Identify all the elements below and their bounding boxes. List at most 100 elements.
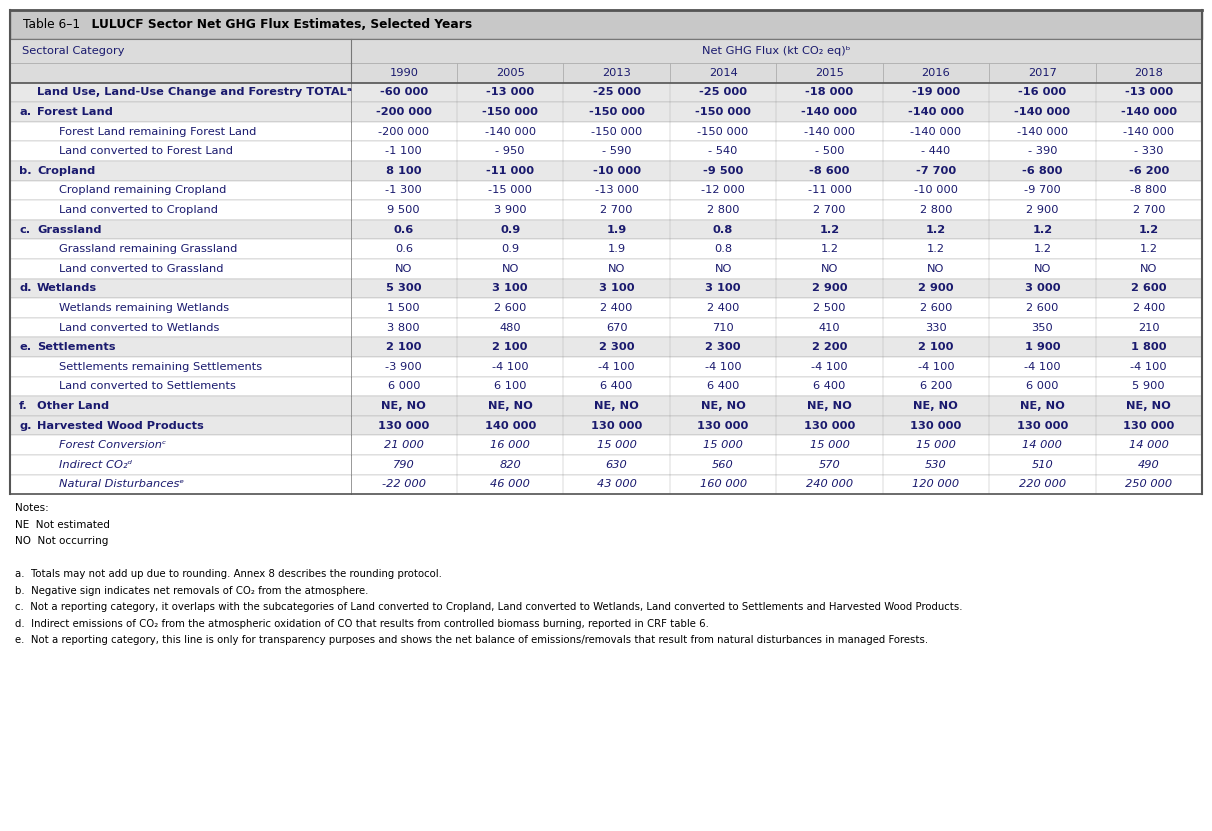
Bar [10, 455, 1202, 475]
Text: -13 000: -13 000 [595, 185, 639, 195]
Text: -4 100: -4 100 [704, 361, 742, 371]
Text: -4 100: -4 100 [599, 361, 635, 371]
Text: b.  Negative sign indicates net removals of CO₂ from the atmosphere.: b. Negative sign indicates net removals … [15, 586, 368, 596]
Text: 130 000: 130 000 [1124, 420, 1174, 430]
Text: 2017: 2017 [1028, 68, 1057, 78]
Text: -140 000: -140 000 [485, 126, 536, 136]
Text: -4 100: -4 100 [917, 361, 954, 371]
Text: 630: 630 [606, 460, 628, 470]
Text: 1.2: 1.2 [1139, 244, 1157, 254]
Text: 250 000: 250 000 [1125, 479, 1172, 489]
Bar [10, 40, 350, 63]
Text: 0.6: 0.6 [394, 224, 415, 234]
Text: 2 100: 2 100 [919, 342, 954, 352]
Text: 2 200: 2 200 [812, 342, 847, 352]
Text: 2 100: 2 100 [387, 342, 422, 352]
Text: -11 000: -11 000 [807, 185, 852, 195]
Text: e.: e. [19, 342, 32, 352]
Text: Land converted to Wetlands: Land converted to Wetlands [59, 322, 219, 332]
Text: 480: 480 [499, 322, 521, 332]
Text: 43 000: 43 000 [596, 479, 636, 489]
Text: 2 900: 2 900 [919, 283, 954, 293]
Text: -1 300: -1 300 [385, 185, 422, 195]
Text: -25 000: -25 000 [699, 87, 747, 97]
Text: 15 000: 15 000 [703, 440, 743, 450]
Text: 3 000: 3 000 [1024, 283, 1060, 293]
Text: 8 100: 8 100 [385, 166, 422, 176]
Text: NO: NO [927, 263, 944, 273]
Text: 9 500: 9 500 [388, 205, 421, 215]
Text: 1.2: 1.2 [927, 244, 945, 254]
Text: 140 000: 140 000 [485, 420, 536, 430]
Text: -3 900: -3 900 [385, 361, 422, 371]
Bar [10, 180, 1202, 200]
Text: 510: 510 [1031, 460, 1053, 470]
Bar [10, 220, 1202, 239]
Text: NO: NO [821, 263, 839, 273]
Text: -10 000: -10 000 [914, 185, 957, 195]
Text: Forest Land remaining Forest Land: Forest Land remaining Forest Land [59, 126, 257, 136]
Text: 46 000: 46 000 [491, 479, 530, 489]
Text: 2 900: 2 900 [812, 283, 847, 293]
Text: Land converted to Cropland: Land converted to Cropland [59, 205, 218, 215]
Text: 2 700: 2 700 [600, 205, 633, 215]
Text: -7 700: -7 700 [916, 166, 956, 176]
Text: -13 000: -13 000 [486, 87, 534, 97]
Text: Table 6–1: Table 6–1 [23, 18, 80, 32]
Text: 160 000: 160 000 [699, 479, 747, 489]
Text: -9 700: -9 700 [1024, 185, 1060, 195]
Bar [882, 63, 989, 82]
Text: -1 100: -1 100 [385, 146, 422, 156]
Text: -19 000: -19 000 [911, 87, 960, 97]
Text: NO: NO [714, 263, 732, 273]
Bar [10, 161, 1202, 180]
Bar [989, 63, 1096, 82]
Text: Harvested Wood Products: Harvested Wood Products [38, 420, 204, 430]
Text: 2016: 2016 [921, 68, 950, 78]
Text: -22 000: -22 000 [382, 479, 425, 489]
Text: -25 000: -25 000 [593, 87, 641, 97]
Bar [350, 63, 457, 82]
Text: - 950: - 950 [496, 146, 525, 156]
Text: 2013: 2013 [602, 68, 631, 78]
Text: -150 000: -150 000 [482, 107, 538, 117]
Text: -12 000: -12 000 [701, 185, 745, 195]
Text: 2 500: 2 500 [813, 303, 846, 313]
Text: Wetlands: Wetlands [38, 283, 97, 293]
Text: 6 000: 6 000 [388, 381, 421, 391]
Text: 2018: 2018 [1134, 68, 1164, 78]
Text: 130 000: 130 000 [697, 420, 749, 430]
Text: 6 200: 6 200 [920, 381, 953, 391]
Text: 1.2: 1.2 [821, 244, 839, 254]
Text: 0.6: 0.6 [395, 244, 413, 254]
Text: -8 600: -8 600 [810, 166, 850, 176]
Text: NE, NO: NE, NO [487, 401, 532, 411]
Text: 6 400: 6 400 [813, 381, 846, 391]
Text: 2 600: 2 600 [494, 303, 526, 313]
Text: -10 000: -10 000 [593, 166, 641, 176]
Text: 120 000: 120 000 [913, 479, 960, 489]
Text: -6 800: -6 800 [1022, 166, 1063, 176]
Text: 3 800: 3 800 [388, 322, 421, 332]
Text: Cropland: Cropland [38, 166, 96, 176]
Text: 6 400: 6 400 [707, 381, 739, 391]
Text: NO: NO [395, 263, 412, 273]
Text: Forest Land: Forest Land [38, 107, 113, 117]
Text: 240 000: 240 000 [806, 479, 853, 489]
Text: 710: 710 [713, 322, 734, 332]
Text: 1 500: 1 500 [388, 303, 421, 313]
Text: -8 800: -8 800 [1131, 185, 1167, 195]
Bar [10, 416, 1202, 435]
Text: 2 600: 2 600 [920, 303, 953, 313]
Text: 1.2: 1.2 [1034, 244, 1051, 254]
Text: -200 000: -200 000 [376, 107, 431, 117]
Text: Cropland remaining Cropland: Cropland remaining Cropland [59, 185, 227, 195]
Text: -200 000: -200 000 [378, 126, 429, 136]
Bar [776, 63, 882, 82]
Text: 3 100: 3 100 [599, 283, 634, 293]
Text: LULUCF Sector Net GHG Flux Estimates, Selected Years: LULUCF Sector Net GHG Flux Estimates, Se… [82, 18, 473, 32]
Text: 130 000: 130 000 [804, 420, 856, 430]
Text: 21 000: 21 000 [384, 440, 424, 450]
Text: 5 300: 5 300 [385, 283, 422, 293]
Text: Indirect CO₂ᵈ: Indirect CO₂ᵈ [59, 460, 132, 470]
